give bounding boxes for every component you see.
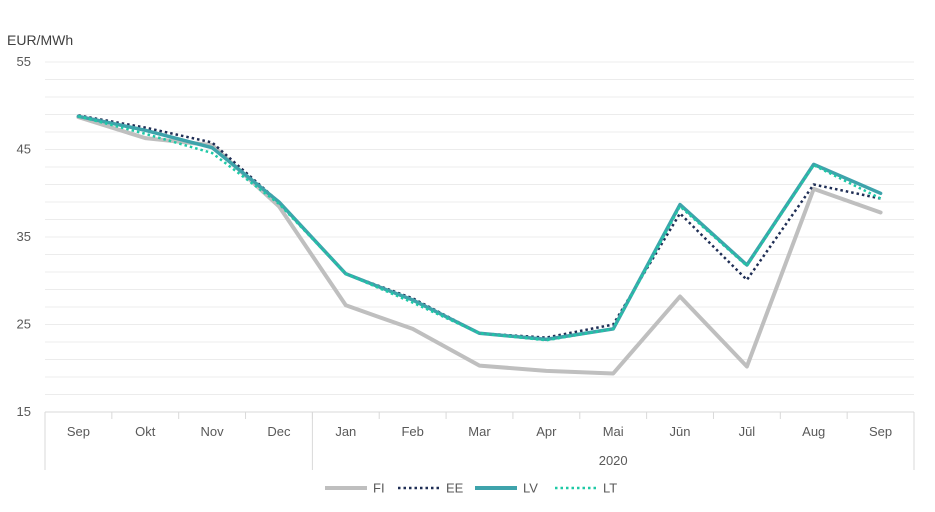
x-tick-label: Jūn (670, 424, 691, 439)
x-tick-label: Dec (267, 424, 291, 439)
year-group-label: 2020 (599, 453, 628, 468)
x-axis: Sep Okt Nov Dec Jan Feb Mar Apr Mai Jūn Jūl Aug Sep 2… (44, 411, 915, 470)
x-tick-label: Mai (603, 424, 624, 439)
x-tick-label: Aug (802, 424, 825, 439)
x-tick-label: Jūl (739, 424, 756, 439)
series-lines (76, 114, 883, 376)
legend-label-ee: EE (446, 481, 464, 496)
x-tick-label: Sep (67, 424, 90, 439)
y-tick-label: 15 (17, 404, 31, 419)
y-tick-label: 45 (17, 142, 31, 157)
x-tick-label: Sep (869, 424, 892, 439)
y-tick-label: 35 (17, 229, 31, 244)
x-tick-label: Okt (135, 424, 156, 439)
y-tick-label: 55 (17, 54, 31, 69)
series-line-fi (76, 115, 883, 376)
x-tick-label: Mar (468, 424, 491, 439)
y-axis-label: EUR/MWh (7, 32, 73, 48)
x-tick-label: Apr (536, 424, 557, 439)
legend-label-lt: LT (603, 481, 617, 496)
y-axis-ticks: 15 25 35 45 55 (17, 54, 31, 419)
legend-label-lv: LV (523, 481, 538, 496)
legend: FI EE LV LT (325, 481, 617, 496)
gridlines (45, 61, 914, 395)
x-tick-label: Nov (201, 424, 225, 439)
series-line-lt (78, 115, 882, 342)
y-tick-label: 25 (17, 317, 31, 332)
x-tick-label: Feb (401, 424, 423, 439)
x-tick-label: Jan (335, 424, 356, 439)
series-line-ee (78, 114, 881, 339)
legend-label-fi: FI (373, 481, 385, 496)
